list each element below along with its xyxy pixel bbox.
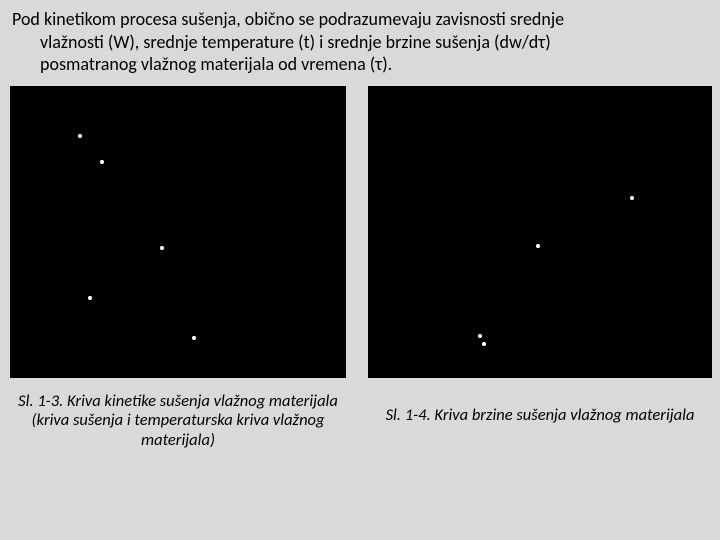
intro-line3: posmatranog vlažnog materijala od vremen… bbox=[12, 53, 708, 76]
data-point bbox=[78, 134, 82, 138]
chart-left-box bbox=[10, 86, 346, 378]
intro-line1: Pod kinetikom procesa sušenja, obično se… bbox=[12, 8, 564, 30]
caption-right: Sl. 1-4. Kriva brzine sušenja vlažnog ma… bbox=[386, 406, 695, 426]
intro-paragraph: Pod kinetikom procesa sušenja, obično se… bbox=[0, 0, 720, 86]
data-point bbox=[478, 334, 482, 338]
data-point bbox=[100, 160, 104, 164]
caption-left: Sl. 1-3. Kriva kinetike sušenja vlažnog … bbox=[8, 392, 348, 451]
data-point bbox=[630, 196, 634, 200]
intro-line2: vlažnosti (W), srednje temperature (t) i… bbox=[12, 31, 708, 54]
data-point bbox=[482, 342, 486, 346]
chart-right-box bbox=[368, 86, 712, 378]
chart-left-column: Sl. 1-3. Kriva kinetike sušenja vlažnog … bbox=[8, 86, 348, 451]
data-point bbox=[160, 246, 164, 250]
chart-right-column: Sl. 1-4. Kriva brzine sušenja vlažnog ma… bbox=[368, 86, 712, 451]
data-point bbox=[192, 336, 196, 340]
charts-row: Sl. 1-3. Kriva kinetike sušenja vlažnog … bbox=[0, 86, 720, 451]
data-point bbox=[88, 296, 92, 300]
data-point bbox=[536, 244, 540, 248]
